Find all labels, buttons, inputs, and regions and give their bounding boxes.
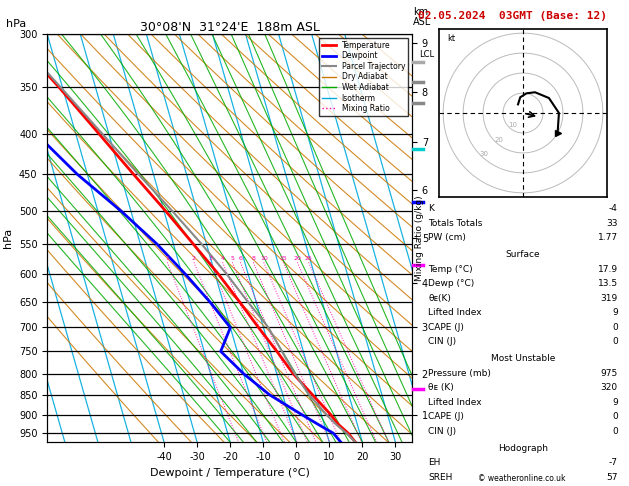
Text: 9: 9 bbox=[612, 309, 618, 317]
Text: km
ASL: km ASL bbox=[413, 7, 431, 27]
Text: 2: 2 bbox=[192, 256, 196, 260]
Text: 20: 20 bbox=[294, 256, 301, 260]
Text: 10: 10 bbox=[509, 122, 518, 128]
Text: 10: 10 bbox=[260, 256, 267, 260]
Text: 25: 25 bbox=[304, 256, 313, 260]
Text: 320: 320 bbox=[601, 383, 618, 392]
Text: 4: 4 bbox=[221, 256, 225, 260]
Text: CIN (J): CIN (J) bbox=[428, 337, 457, 347]
Text: 20: 20 bbox=[494, 137, 503, 143]
Legend: Temperature, Dewpoint, Parcel Trajectory, Dry Adiabat, Wet Adiabat, Isotherm, Mi: Temperature, Dewpoint, Parcel Trajectory… bbox=[319, 38, 408, 116]
Text: -7: -7 bbox=[609, 458, 618, 467]
Text: 9: 9 bbox=[612, 398, 618, 407]
Text: Mixing Ratio (g/kg): Mixing Ratio (g/kg) bbox=[415, 195, 424, 281]
Text: 319: 319 bbox=[600, 294, 618, 303]
Text: 6: 6 bbox=[238, 256, 242, 260]
Text: K: K bbox=[428, 205, 434, 213]
Text: 57: 57 bbox=[606, 473, 618, 482]
Text: EH: EH bbox=[428, 458, 441, 467]
Text: 0: 0 bbox=[612, 427, 618, 436]
Text: © weatheronline.co.uk: © weatheronline.co.uk bbox=[478, 474, 566, 483]
Text: 8: 8 bbox=[252, 256, 255, 260]
Text: 5: 5 bbox=[230, 256, 234, 260]
X-axis label: Dewpoint / Temperature (°C): Dewpoint / Temperature (°C) bbox=[150, 468, 309, 478]
Text: Surface: Surface bbox=[506, 250, 540, 260]
Text: Lifted Index: Lifted Index bbox=[428, 309, 482, 317]
Text: 0: 0 bbox=[612, 412, 618, 421]
Text: kt: kt bbox=[447, 34, 455, 43]
Text: 33: 33 bbox=[606, 219, 618, 228]
Text: -4: -4 bbox=[609, 205, 618, 213]
Text: 02.05.2024  03GMT (Base: 12): 02.05.2024 03GMT (Base: 12) bbox=[418, 12, 607, 21]
Text: θᴇ(K): θᴇ(K) bbox=[428, 294, 451, 303]
Text: 0: 0 bbox=[612, 323, 618, 332]
Text: hPa: hPa bbox=[6, 19, 26, 29]
Text: 3: 3 bbox=[208, 256, 213, 260]
Text: 13.5: 13.5 bbox=[598, 279, 618, 288]
Text: 15: 15 bbox=[279, 256, 287, 260]
Text: Hodograph: Hodograph bbox=[498, 444, 548, 453]
Text: Most Unstable: Most Unstable bbox=[491, 354, 555, 364]
Text: θᴇ (K): θᴇ (K) bbox=[428, 383, 454, 392]
Text: Dewp (°C): Dewp (°C) bbox=[428, 279, 475, 288]
Text: 0: 0 bbox=[612, 337, 618, 347]
Text: Temp (°C): Temp (°C) bbox=[428, 265, 473, 274]
Text: CAPE (J): CAPE (J) bbox=[428, 412, 464, 421]
Text: CAPE (J): CAPE (J) bbox=[428, 323, 464, 332]
Text: 17.9: 17.9 bbox=[598, 265, 618, 274]
Text: LCL: LCL bbox=[420, 50, 435, 59]
Text: Totals Totals: Totals Totals bbox=[428, 219, 483, 228]
Text: CIN (J): CIN (J) bbox=[428, 427, 457, 436]
Text: PW (cm): PW (cm) bbox=[428, 233, 466, 243]
Text: Lifted Index: Lifted Index bbox=[428, 398, 482, 407]
Text: 975: 975 bbox=[600, 369, 618, 378]
Text: SREH: SREH bbox=[428, 473, 453, 482]
Text: 1.77: 1.77 bbox=[598, 233, 618, 243]
Text: Pressure (mb): Pressure (mb) bbox=[428, 369, 491, 378]
Text: 30: 30 bbox=[480, 151, 489, 157]
Y-axis label: hPa: hPa bbox=[3, 228, 13, 248]
Title: 30°08'N  31°24'E  188m ASL: 30°08'N 31°24'E 188m ASL bbox=[140, 21, 320, 34]
Text: 1: 1 bbox=[165, 256, 169, 260]
